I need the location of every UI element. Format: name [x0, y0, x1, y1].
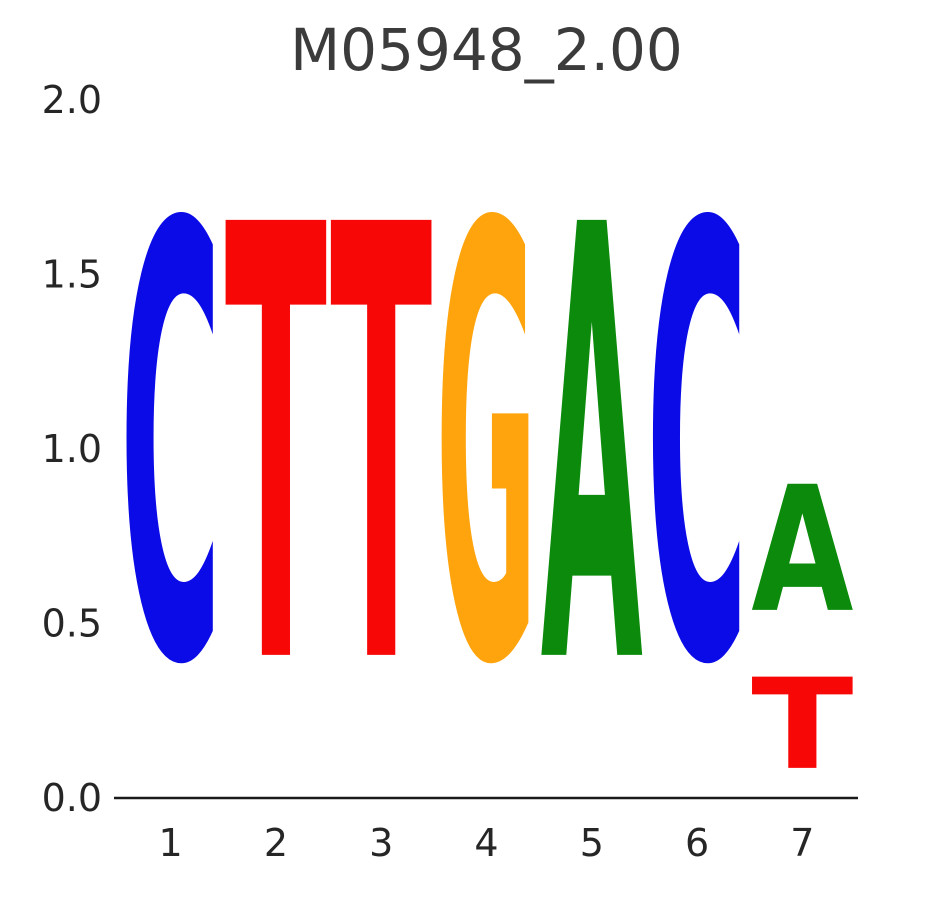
x-tick-label: 5: [580, 821, 604, 865]
y-tick-label: 0.0: [42, 776, 102, 820]
logo-letter-T: T: [225, 101, 328, 796]
logo-letter-A: A: [541, 101, 644, 796]
logo-letter-C: C: [646, 103, 748, 797]
logo-glyph-T: T: [751, 652, 853, 798]
logo-glyph-A: A: [751, 450, 853, 651]
x-tick-label: 4: [474, 821, 498, 865]
logo-glyph-A: A: [541, 101, 644, 796]
logo-letter-T: T: [330, 101, 433, 796]
chart-title: M05948_2.00: [290, 16, 683, 84]
logo-letter-C: C: [120, 103, 222, 797]
y-tick-label: 1.5: [42, 253, 102, 297]
logo-letter-T: T: [751, 652, 853, 798]
x-tick-label: 3: [369, 821, 393, 865]
y-tick-label: 0.5: [42, 602, 102, 646]
logo-glyph-T: T: [330, 101, 433, 796]
y-tick-label: 2.0: [42, 78, 102, 122]
x-tick-label: 1: [159, 821, 183, 865]
logo-glyph-C: C: [646, 103, 748, 797]
x-tick-label: 2: [264, 821, 288, 865]
logo-letter-A: A: [751, 450, 853, 651]
x-tick-label: 7: [790, 821, 814, 865]
logo-glyph-C: C: [120, 103, 222, 797]
y-tick-label: 1.0: [42, 427, 102, 471]
logo-glyph-T: T: [225, 101, 328, 796]
logo-glyph-G: G: [435, 101, 537, 796]
x-tick-label: 6: [685, 821, 709, 865]
logo-letter-G: G: [435, 101, 537, 796]
